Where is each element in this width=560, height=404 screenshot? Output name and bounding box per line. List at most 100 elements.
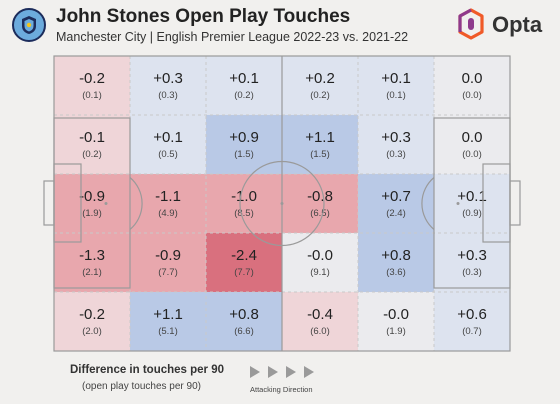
cell-difference-value: -1.0 xyxy=(231,188,257,205)
cell-touches-value: (2.4) xyxy=(386,208,406,219)
arrow-right-icon xyxy=(268,366,278,378)
cell-difference-value: -0.2 xyxy=(79,70,105,87)
cell-touches-value: (7.7) xyxy=(158,267,178,278)
cell-difference-value: +0.3 xyxy=(381,129,411,146)
cell-touches-value: (0.3) xyxy=(386,149,406,160)
heatmap-cell: +1.1 (1.5) xyxy=(282,115,358,174)
heatmap-cell: 0.0 (0.0) xyxy=(434,56,510,115)
cell-difference-value: +0.7 xyxy=(381,188,411,205)
arrow-right-icon xyxy=(286,366,296,378)
heatmap-cell: +0.7 (2.4) xyxy=(358,174,434,233)
heatmap-cell: -0.9 (1.9) xyxy=(54,174,130,233)
cell-touches-value: (5.1) xyxy=(158,326,178,337)
cell-difference-value: +0.6 xyxy=(457,306,487,323)
cell-difference-value: +0.1 xyxy=(457,188,487,205)
cell-touches-value: (4.9) xyxy=(158,208,178,219)
opta-logo: Opta xyxy=(458,8,558,42)
cell-difference-value: -0.1 xyxy=(79,129,105,146)
cell-touches-value: (1.5) xyxy=(310,149,330,160)
cell-difference-value: -0.4 xyxy=(307,306,333,323)
right-goal xyxy=(509,180,521,226)
attacking-direction-label: Attacking Direction xyxy=(250,385,313,394)
attacking-direction-arrows xyxy=(250,366,322,378)
cell-touches-value: (0.3) xyxy=(462,267,482,278)
cell-touches-value: (7.7) xyxy=(234,267,254,278)
heatmap-cell: -0.1 (0.2) xyxy=(54,115,130,174)
heatmap-cell: -1.0 (8.5) xyxy=(206,174,282,233)
cell-touches-value: (0.2) xyxy=(82,149,102,160)
heatmap-cell: +0.8 (3.6) xyxy=(358,233,434,292)
heatmap-cell: +0.1 (0.2) xyxy=(206,56,282,115)
cell-touches-value: (0.2) xyxy=(310,90,330,101)
cell-touches-value: (0.5) xyxy=(158,149,178,160)
cell-difference-value: +0.8 xyxy=(381,247,411,264)
left-six-yard-box xyxy=(53,163,82,243)
cell-touches-value: (0.9) xyxy=(462,208,482,219)
cell-touches-value: (1.9) xyxy=(386,326,406,337)
heatmap-cell: +0.6 (0.7) xyxy=(434,292,510,351)
heatmap-cell: -0.2 (0.1) xyxy=(54,56,130,115)
left-penalty-arc xyxy=(129,177,143,230)
heatmap-cell: +0.1 (0.9) xyxy=(434,174,510,233)
heatmap-cell: -2.4 (7.7) xyxy=(206,233,282,292)
cell-difference-value: +0.1 xyxy=(381,70,411,87)
centre-spot xyxy=(280,202,284,205)
heatmap-cell: -0.8 (6.5) xyxy=(282,174,358,233)
centre-circle xyxy=(239,160,325,247)
right-six-yard-box xyxy=(482,163,511,243)
cell-touches-value: (0.1) xyxy=(386,90,406,101)
cell-difference-value: +0.3 xyxy=(457,247,487,264)
heatmap-cell: +0.3 (0.3) xyxy=(130,56,206,115)
cell-touches-value: (6.6) xyxy=(234,326,254,337)
cell-difference-value: +0.3 xyxy=(153,70,183,87)
heatmap-cell: +0.1 (0.5) xyxy=(130,115,206,174)
cell-touches-value: (9.1) xyxy=(310,267,330,278)
cell-difference-value: -0.2 xyxy=(79,306,105,323)
cell-difference-value: 0.0 xyxy=(461,70,483,87)
cell-touches-value: (1.9) xyxy=(82,208,102,219)
cell-difference-value: -0.9 xyxy=(155,247,181,264)
cell-touches-value: (0.7) xyxy=(462,326,482,337)
cell-difference-value: -0.9 xyxy=(79,188,105,205)
heatmap-cell: -0.9 (7.7) xyxy=(130,233,206,292)
heatmap-cell: +0.3 (0.3) xyxy=(434,233,510,292)
cell-difference-value: +0.9 xyxy=(229,129,259,146)
heatmap-cell: +0.9 (1.5) xyxy=(206,115,282,174)
cell-difference-value: +1.1 xyxy=(153,306,183,323)
cell-difference-value: -0.0 xyxy=(307,247,333,264)
cell-difference-value: +0.1 xyxy=(229,70,259,87)
cell-difference-value: +0.2 xyxy=(305,70,335,87)
cell-touches-value: (2.0) xyxy=(82,326,102,337)
cell-difference-value: -2.4 xyxy=(231,247,257,264)
heatmap-cell: -0.0 (1.9) xyxy=(358,292,434,351)
cell-difference-value: +0.8 xyxy=(229,306,259,323)
header: John Stones Open Play Touches Manchester… xyxy=(0,0,560,52)
cell-difference-value: -0.0 xyxy=(383,306,409,323)
left-penalty-spot xyxy=(104,202,108,205)
cell-difference-value: -0.8 xyxy=(307,188,333,205)
cell-difference-value: -1.3 xyxy=(79,247,105,264)
heatmap-cell: +0.2 (0.2) xyxy=(282,56,358,115)
right-penalty-spot xyxy=(456,202,460,205)
right-penalty-arc xyxy=(421,177,435,230)
legend-subtitle: (open play touches per 90) xyxy=(82,381,201,392)
right-penalty-area xyxy=(433,117,511,289)
cell-touches-value: (0.3) xyxy=(158,90,178,101)
club-crest-icon xyxy=(12,8,46,42)
cell-touches-value: (1.5) xyxy=(234,149,254,160)
cell-difference-value: 0.0 xyxy=(461,129,483,146)
arrow-right-icon xyxy=(250,366,260,378)
cell-difference-value: -1.1 xyxy=(155,188,181,205)
heatmap-cell: -0.4 (6.0) xyxy=(282,292,358,351)
cell-touches-value: (0.1) xyxy=(82,90,102,101)
cell-touches-value: (6.0) xyxy=(310,326,330,337)
heatmap-cell: +1.1 (5.1) xyxy=(130,292,206,351)
cell-touches-value: (0.2) xyxy=(234,90,254,101)
chart-title: John Stones Open Play Touches xyxy=(56,6,351,27)
heatmap-cell: +0.8 (6.6) xyxy=(206,292,282,351)
cell-touches-value: (6.5) xyxy=(310,208,330,219)
left-penalty-area xyxy=(53,117,131,289)
cell-difference-value: +1.1 xyxy=(305,129,335,146)
cell-difference-value: +0.1 xyxy=(153,129,183,146)
